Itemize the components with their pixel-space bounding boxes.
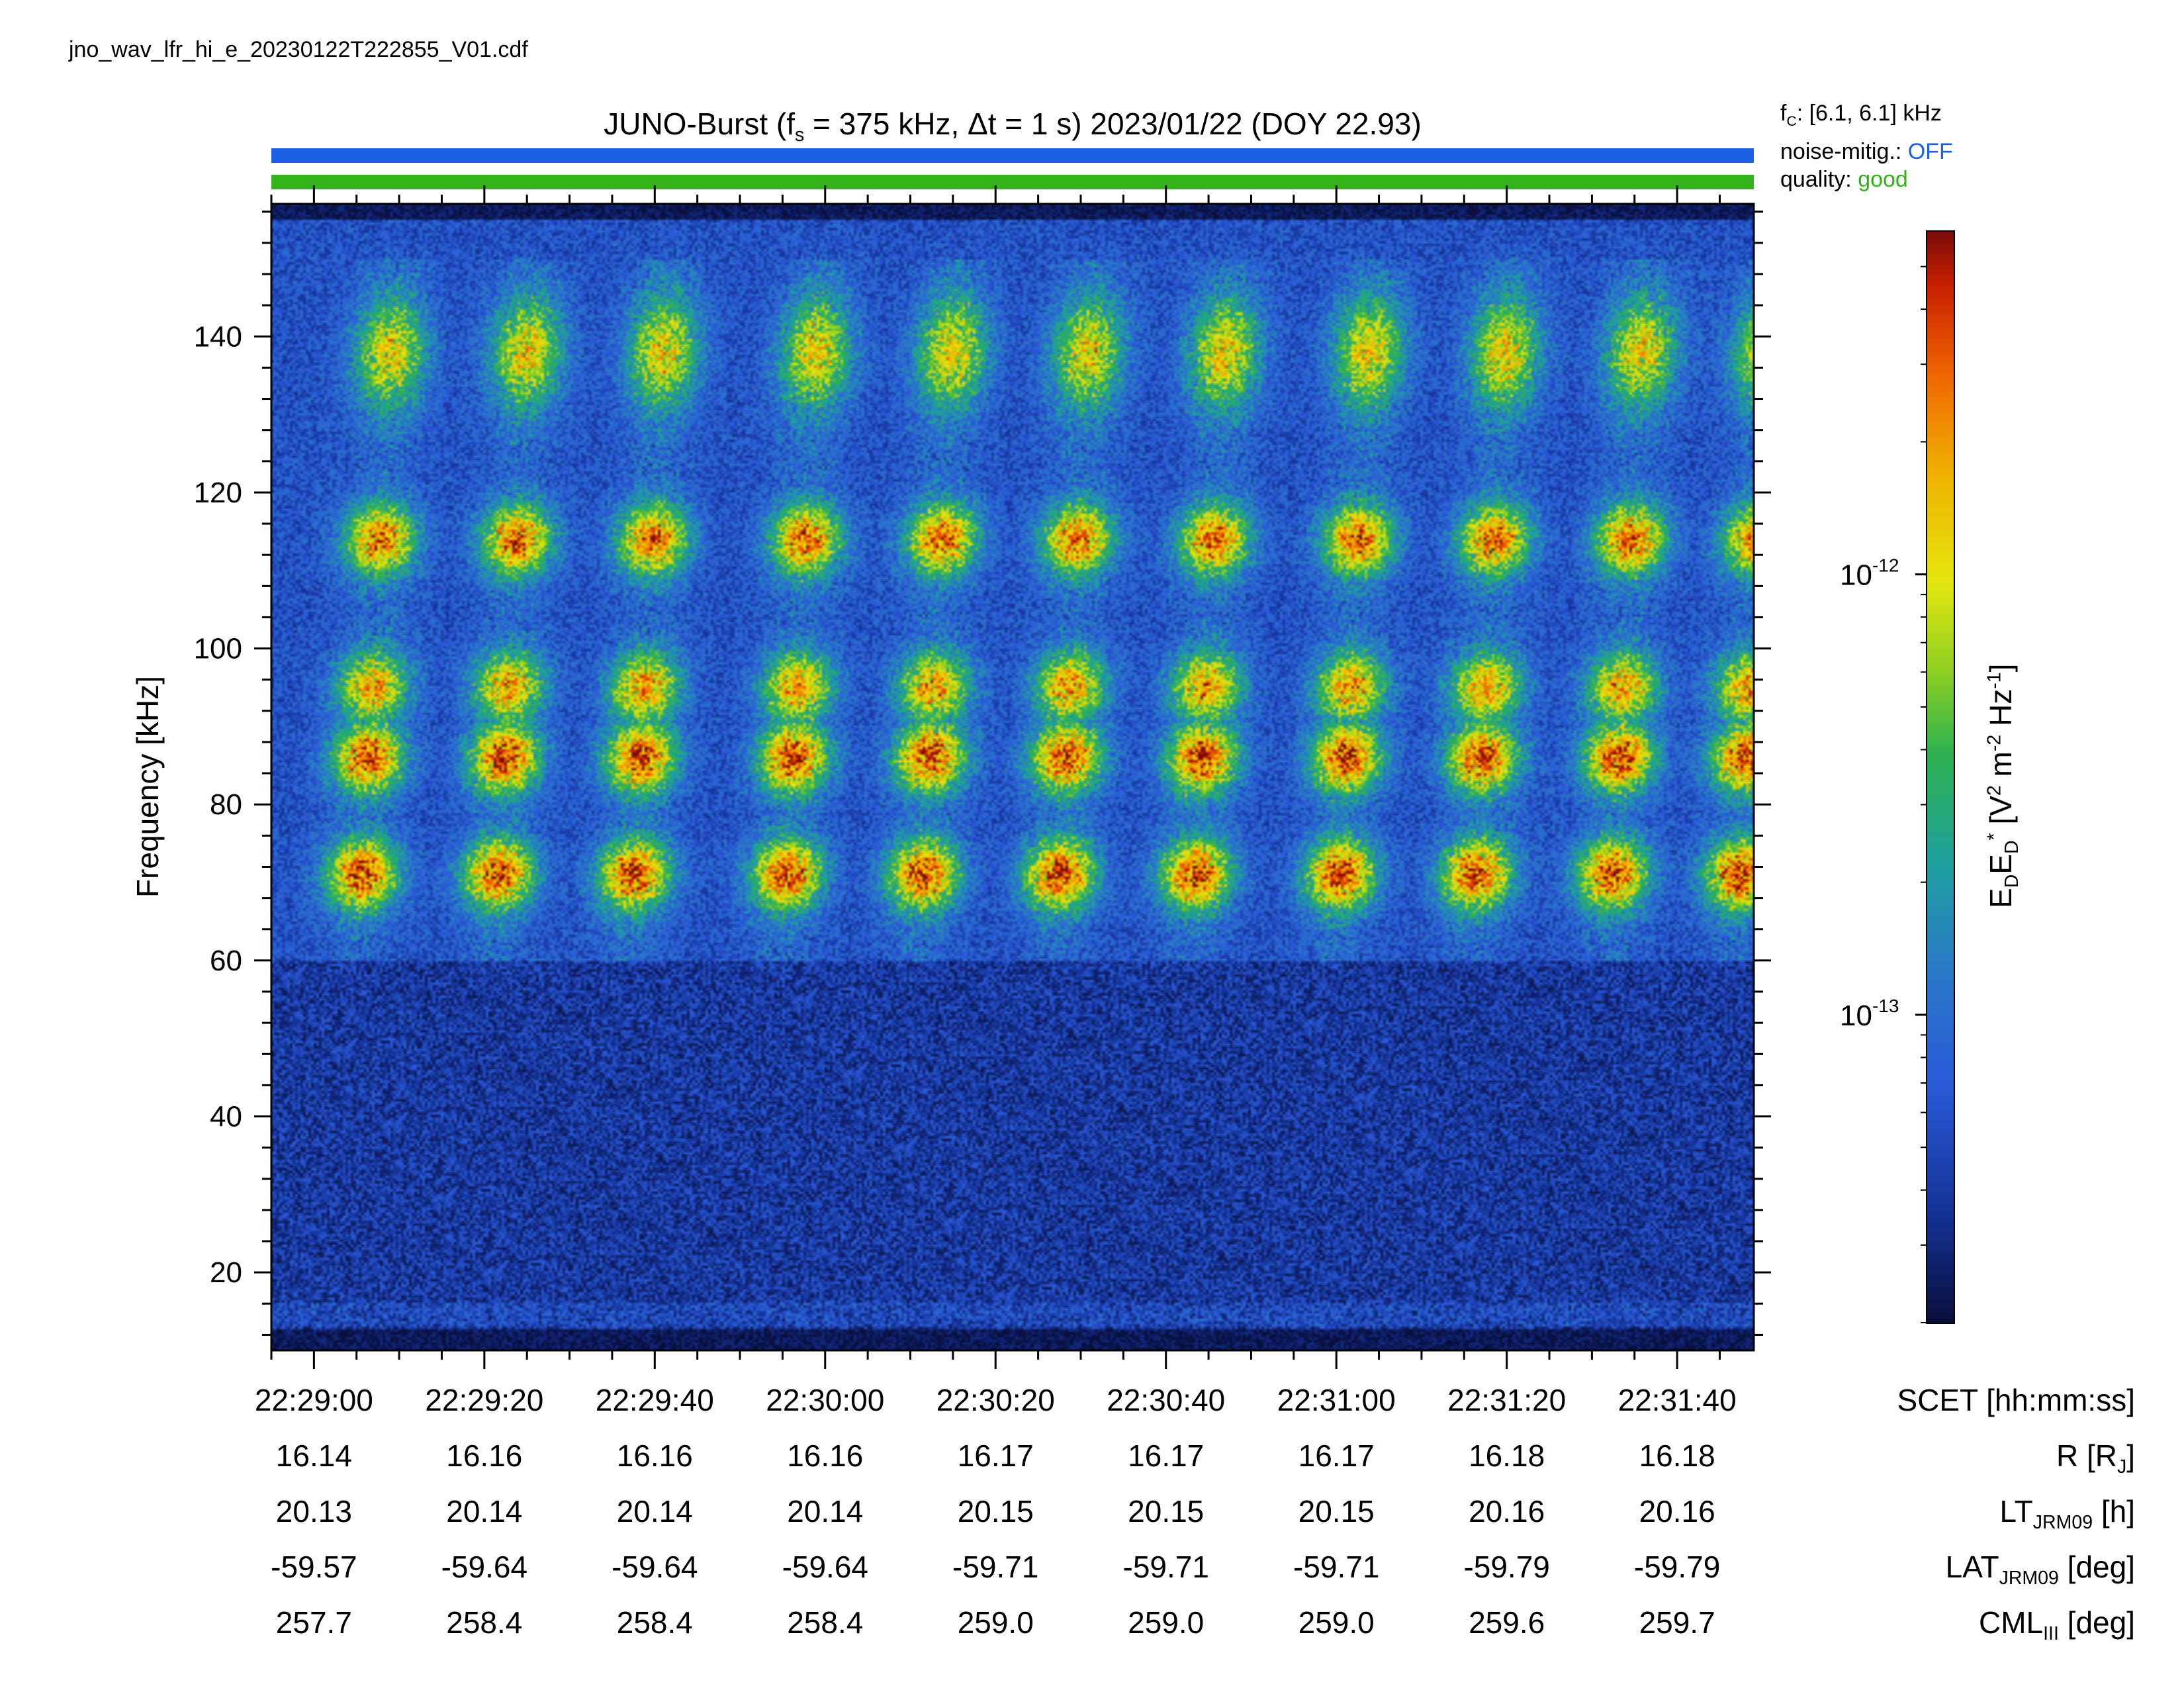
x-tick-label: 22:31:20 bbox=[1447, 1383, 1567, 1417]
noise-label: noise-mitig.: bbox=[1780, 139, 1902, 164]
title-prefix: JUNO-Burst (f bbox=[604, 107, 795, 141]
ephemeris-value: 20.16 bbox=[1639, 1494, 1715, 1528]
ephemeris-row-label: CMLIII [deg] bbox=[1979, 1605, 2135, 1645]
y-tick-label: 60 bbox=[210, 945, 242, 977]
title-rest: = 375 kHz, Δt = 1 s) 2023/01/22 (DOY 22.… bbox=[804, 107, 1422, 141]
ephemeris-value: -59.71 bbox=[1122, 1550, 1209, 1584]
x-tick-label: 22:29:20 bbox=[425, 1383, 544, 1417]
x-tick-label: 22:29:00 bbox=[254, 1383, 373, 1417]
ephemeris-row-label: LATJRM09 [deg] bbox=[1945, 1550, 2135, 1589]
colorbar-label: EDED* [V2 m-2 Hz-1] bbox=[1983, 663, 2023, 908]
ephemeris-value: 258.4 bbox=[616, 1605, 693, 1640]
ephemeris-value: -59.79 bbox=[1633, 1550, 1721, 1584]
ephemeris-value: 257.7 bbox=[275, 1605, 352, 1640]
ephemeris-row-label: SCET [hh:mm:ss] bbox=[1897, 1383, 2135, 1417]
ephemeris-value: -59.71 bbox=[1293, 1550, 1380, 1584]
quality-value: good bbox=[1858, 167, 1908, 192]
colorbar-tick-label: 10-12 bbox=[1840, 555, 1899, 592]
ephemeris-value: 20.15 bbox=[1128, 1494, 1205, 1528]
colorbar-gradient bbox=[1927, 232, 1954, 1323]
ephemeris-value: 16.16 bbox=[446, 1438, 523, 1473]
ephemeris-row-label: R [RJ] bbox=[2056, 1438, 2135, 1478]
ephemeris-value: -59.64 bbox=[612, 1550, 698, 1584]
file-name: jno_wav_lfr_hi_e_20230122T222855_V01.cdf bbox=[69, 37, 528, 62]
ephemeris-row-label: LTJRM09 [h] bbox=[1999, 1494, 2135, 1534]
ephemeris-value: -59.71 bbox=[952, 1550, 1039, 1584]
cutoff-frequency-label: fC: [6.1, 6.1] kHz bbox=[1780, 101, 1942, 130]
ephemeris-value: 20.15 bbox=[1298, 1494, 1375, 1528]
title-prefix-sub: s bbox=[795, 124, 805, 146]
ephemeris-value: 259.0 bbox=[957, 1605, 1034, 1640]
fc-symbol: f bbox=[1780, 101, 1787, 126]
ephemeris-value: 16.16 bbox=[616, 1438, 693, 1473]
ephemeris-value: 16.14 bbox=[275, 1438, 352, 1473]
ephemeris-value: 16.17 bbox=[1128, 1438, 1205, 1473]
x-tick-label: 22:31:00 bbox=[1277, 1383, 1396, 1417]
ephemeris-value: -59.79 bbox=[1463, 1550, 1550, 1584]
ephemeris-value: 16.18 bbox=[1639, 1438, 1715, 1473]
ephemeris-value: 20.15 bbox=[957, 1494, 1034, 1528]
y-axis-label: Frequency [kHz] bbox=[130, 676, 165, 898]
noise-mitigation-bar bbox=[271, 148, 1754, 163]
ephemeris-value: -59.64 bbox=[782, 1550, 868, 1584]
x-tick-label: 22:31:40 bbox=[1617, 1383, 1737, 1417]
ephemeris-value: 258.4 bbox=[787, 1605, 864, 1640]
ephemeris-value: 20.13 bbox=[275, 1494, 352, 1528]
ephemeris-value: 259.0 bbox=[1128, 1605, 1205, 1640]
quality-label: quality: bbox=[1780, 167, 1852, 192]
y-tick-label: 20 bbox=[210, 1256, 242, 1289]
ephemeris-value: 259.6 bbox=[1469, 1605, 1545, 1640]
fc-sub: C bbox=[1786, 113, 1797, 129]
colorbar-tick-label: 10-13 bbox=[1840, 996, 1899, 1032]
colorbar-ticks: 10-12 10-13 bbox=[1840, 265, 1926, 1323]
ephemeris-value: 20.16 bbox=[1469, 1494, 1545, 1528]
chart-title: JUNO-Burst (fs = 375 kHz, Δt = 1 s) 2023… bbox=[271, 106, 1754, 146]
ephemeris-value: 16.18 bbox=[1469, 1438, 1545, 1473]
y-tick-label: 120 bbox=[194, 477, 242, 509]
ephemeris-value: 259.7 bbox=[1639, 1605, 1715, 1640]
quality-bar bbox=[271, 175, 1754, 189]
x-tick-label: 22:29:40 bbox=[595, 1383, 714, 1417]
ephemeris-value: 20.14 bbox=[446, 1494, 523, 1528]
y-tick-label: 80 bbox=[210, 788, 242, 821]
ephemeris-value: 20.14 bbox=[787, 1494, 864, 1528]
spectrogram-area bbox=[271, 204, 1754, 1350]
fc-value: : [6.1, 6.1] kHz bbox=[1796, 101, 1942, 126]
x-tick-label: 22:30:20 bbox=[936, 1383, 1055, 1417]
quality-status: quality: good bbox=[1780, 167, 1908, 193]
ephemeris-value: 16.16 bbox=[787, 1438, 864, 1473]
colorbar bbox=[1926, 230, 1955, 1324]
ephemeris-value: 20.14 bbox=[616, 1494, 693, 1528]
x-tick-label: 22:30:40 bbox=[1107, 1383, 1226, 1417]
ephemeris-value: -59.57 bbox=[271, 1550, 357, 1584]
noise-value: OFF bbox=[1907, 139, 1953, 164]
x-tick-label: 22:30:00 bbox=[766, 1383, 885, 1417]
ephemeris-value: 259.0 bbox=[1298, 1605, 1375, 1640]
ephemeris-value: 16.17 bbox=[957, 1438, 1034, 1473]
ephemeris-value: 258.4 bbox=[446, 1605, 523, 1640]
y-tick-label: 40 bbox=[210, 1101, 242, 1133]
noise-mitigation-status: noise-mitig.: OFF bbox=[1780, 139, 1953, 165]
y-tick-label: 140 bbox=[194, 320, 242, 353]
y-tick-label: 100 bbox=[194, 633, 242, 665]
ephemeris-value: -59.64 bbox=[441, 1550, 528, 1584]
spectrogram-canvas bbox=[271, 204, 1754, 1350]
ephemeris-value: 16.17 bbox=[1298, 1438, 1375, 1473]
